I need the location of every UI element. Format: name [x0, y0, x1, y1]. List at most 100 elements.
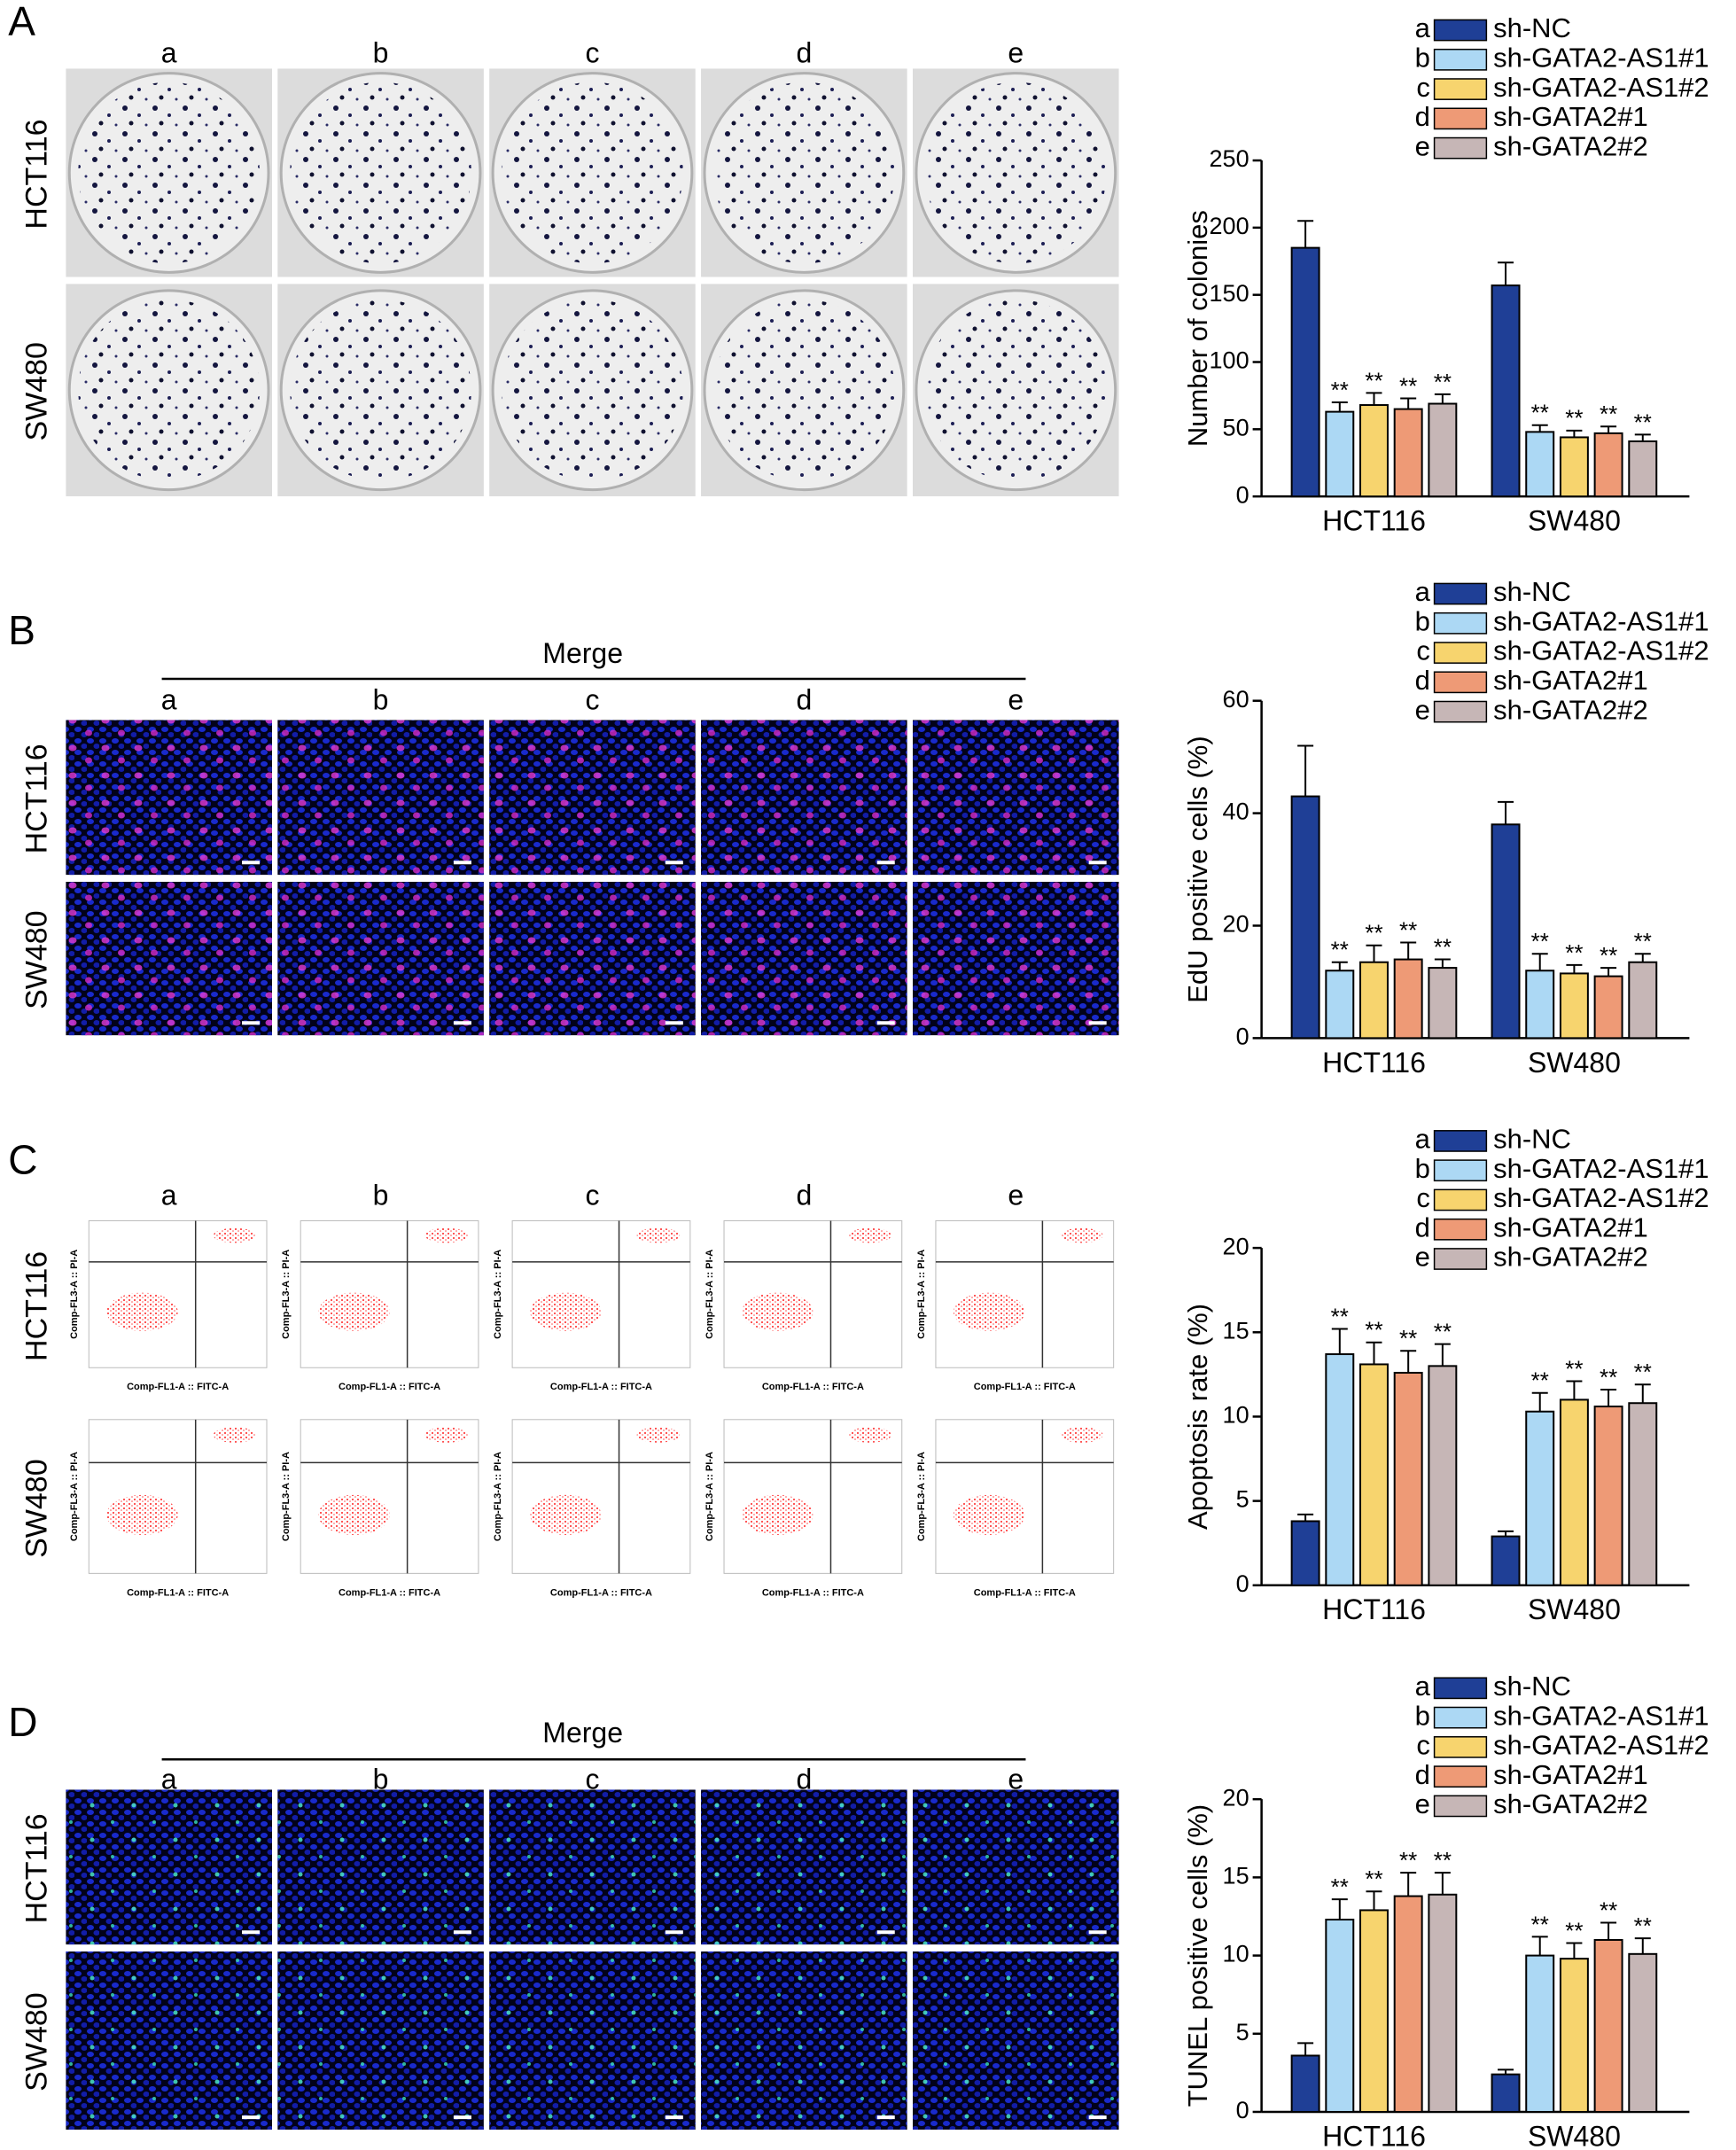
error-bar	[1600, 425, 1617, 433]
significance-label: **	[1531, 928, 1549, 954]
error-bar	[1400, 397, 1417, 409]
legend-swatch	[1433, 107, 1488, 130]
column-label: e	[1008, 684, 1024, 716]
image-cell	[277, 1412, 484, 1602]
image-content	[66, 881, 273, 1036]
significance-label: **	[1434, 1847, 1452, 1873]
legend-swatch	[1433, 136, 1488, 160]
error-bar	[1634, 433, 1651, 441]
bar	[1325, 1919, 1355, 2113]
image-cell	[912, 1951, 1119, 2131]
bar	[1491, 2073, 1521, 2113]
image-content	[912, 1213, 1119, 1397]
plot-x-label: Comp-FL1-A :: FITC-A	[127, 1587, 229, 1598]
stained-nuclei	[701, 1789, 907, 1945]
y-tick-label: 10	[1223, 1941, 1249, 1967]
stained-nuclei	[66, 881, 273, 1036]
error-bar	[1498, 261, 1514, 286]
legend-key: e	[1415, 1788, 1430, 1819]
image-cell	[66, 1213, 273, 1397]
legend-label: sh-GATA2-AS1#2	[1493, 1182, 1709, 1213]
y-tick-label: 20	[1223, 1784, 1249, 1811]
image-content	[66, 1412, 273, 1602]
plot-x-label: Comp-FL1-A :: FITC-A	[339, 1587, 440, 1598]
bar	[1393, 1371, 1423, 1586]
image-cell	[66, 284, 273, 497]
image-cell	[277, 1951, 484, 2131]
colonies	[502, 82, 683, 264]
stained-nuclei	[277, 1951, 484, 2131]
image-content	[912, 1412, 1119, 1602]
image-cell	[277, 1213, 484, 1397]
error-bar	[1297, 744, 1314, 797]
image-cell	[701, 720, 907, 876]
plot-y-label: Comp-FL3-A :: PI-A	[916, 1250, 927, 1339]
event-cluster-late	[424, 1427, 468, 1443]
bar	[1525, 1954, 1555, 2113]
image-content	[277, 68, 484, 277]
colonies	[924, 82, 1107, 264]
error-bar	[1331, 1328, 1348, 1355]
bar	[1593, 975, 1623, 1040]
error-bar	[1434, 393, 1451, 404]
significance-label: **	[1365, 1317, 1382, 1344]
plot-x-label: Comp-FL1-A :: FITC-A	[127, 1382, 229, 1392]
bar	[1525, 431, 1555, 498]
image-content	[66, 1789, 273, 1945]
image-cell	[489, 881, 696, 1036]
bar	[1359, 1363, 1389, 1586]
plot-x-label: Comp-FL1-A :: FITC-A	[339, 1382, 440, 1392]
legend-key: a	[1415, 1671, 1431, 1702]
bar	[1628, 961, 1658, 1040]
legend-label: sh-GATA2#1	[1493, 101, 1648, 132]
bar	[1290, 1520, 1320, 1586]
x-tick-label: SW480	[1528, 1593, 1621, 1625]
significance-label: **	[1600, 942, 1617, 969]
image-content	[701, 720, 907, 876]
plot-frame	[723, 1419, 903, 1574]
significance-label: **	[1600, 1364, 1617, 1390]
bar	[1628, 1952, 1658, 2113]
column-label: a	[161, 1764, 177, 1796]
bar	[1393, 958, 1423, 1040]
legend-swatch	[1433, 612, 1488, 635]
event-cluster-late	[213, 1227, 256, 1243]
bar	[1525, 970, 1555, 1040]
image-content	[66, 284, 273, 497]
error-bar	[1331, 1898, 1348, 1920]
x-tick-label: SW480	[1528, 2120, 1621, 2150]
colonies	[924, 299, 1107, 481]
legend-swatch	[1433, 700, 1488, 723]
error-bar	[1566, 1942, 1583, 1959]
column-label: b	[373, 1179, 389, 1211]
bar	[1325, 1353, 1355, 1586]
x-tick-label: HCT116	[1322, 505, 1426, 537]
event-cluster-late	[213, 1427, 256, 1443]
y-tick-label: 100	[1210, 347, 1249, 374]
bar	[1428, 1893, 1458, 2113]
bar	[1491, 1535, 1521, 1586]
plot-frame	[723, 1219, 903, 1368]
bar	[1325, 410, 1355, 498]
y-tick-label: 15	[1223, 1317, 1249, 1344]
bar	[1428, 967, 1458, 1040]
column-label: c	[585, 36, 599, 68]
plot-frame	[935, 1419, 1115, 1574]
plot-y-label: Comp-FL3-A :: PI-A	[281, 1452, 292, 1541]
legend-swatch	[1433, 1188, 1488, 1211]
legend-label: sh-GATA2#1	[1493, 665, 1648, 696]
significance-label: **	[1634, 1359, 1652, 1385]
column-label: a	[161, 684, 177, 716]
error-bar	[1566, 429, 1583, 438]
image-cell	[701, 1213, 907, 1397]
legend-swatch	[1433, 642, 1488, 664]
image-cell	[912, 68, 1119, 277]
legend-label: sh-GATA2#2	[1493, 130, 1648, 161]
significance-label: **	[1365, 367, 1382, 393]
legend-key: b	[1415, 1700, 1430, 1731]
x-tick-label: HCT116	[1322, 1593, 1426, 1625]
significance-label: **	[1600, 401, 1617, 427]
error-bar	[1400, 941, 1417, 960]
column-label: a	[161, 36, 177, 68]
bar	[1593, 432, 1623, 498]
